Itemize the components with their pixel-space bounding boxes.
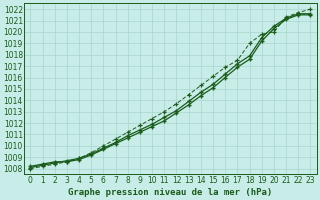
X-axis label: Graphe pression niveau de la mer (hPa): Graphe pression niveau de la mer (hPa) — [68, 188, 273, 197]
